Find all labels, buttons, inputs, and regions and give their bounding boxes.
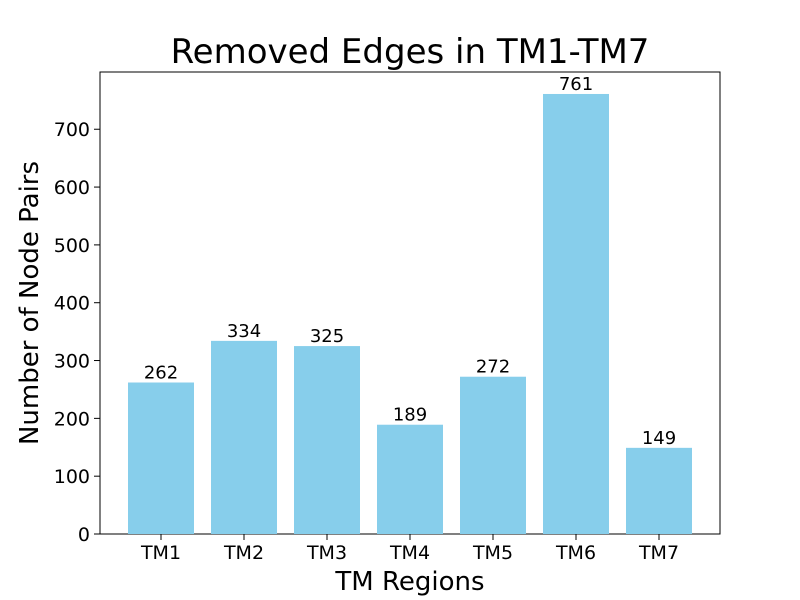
- x-tick-label-tm3: TM3: [306, 542, 347, 564]
- y-tick-label-0: 0: [78, 524, 90, 546]
- x-tick-label-tm2: TM2: [223, 542, 264, 564]
- bar-tm1: [128, 382, 194, 534]
- y-tick-label-200: 200: [54, 408, 90, 430]
- data-label-tm6: 761: [559, 74, 593, 95]
- x-axis-label: TM Regions: [334, 567, 484, 597]
- y-tick-label-100: 100: [54, 466, 90, 488]
- y-tick-label-700: 700: [54, 119, 90, 141]
- bar-tm3: [294, 346, 360, 534]
- data-label-tm5: 272: [476, 357, 510, 378]
- y-tick-label-300: 300: [54, 351, 90, 373]
- x-tick-label-tm1: TM1: [140, 542, 181, 564]
- y-tick-label-600: 600: [54, 177, 90, 199]
- data-label-tm1: 262: [144, 363, 178, 384]
- y-axis-label: Number of Node Pairs: [15, 161, 45, 445]
- data-label-tm3: 325: [310, 326, 344, 347]
- x-tick-label-tm4: TM4: [389, 542, 430, 564]
- bars-layer: [128, 93, 692, 534]
- bar-tm5: [460, 376, 526, 534]
- data-label-tm7: 149: [642, 428, 676, 449]
- x-tick-label-tm6: TM6: [555, 542, 596, 564]
- x-tick-label-tm7: TM7: [638, 542, 679, 564]
- bar-tm2: [211, 340, 277, 534]
- x-axis-ticks: TM1 TM2 TM3 TM4 TM5 TM6 TM7: [140, 534, 679, 564]
- plot-area: 262 334 325 189 272 761 149 TM1 TM2 TM3 TM4 TM5 TM6…: [54, 71, 721, 564]
- bar-tm6: [543, 93, 609, 534]
- chart-title: Removed Edges in TM1-TM7: [171, 32, 650, 72]
- data-labels-layer: 262 334 325 189 272 761 149: [144, 74, 676, 449]
- x-tick-label-tm5: TM5: [472, 542, 513, 564]
- data-label-tm2: 334: [227, 321, 261, 342]
- y-axis-ticks: 0 100 200 300 400 500 600 700: [54, 119, 100, 546]
- bar-tm4: [377, 424, 443, 534]
- y-tick-label-400: 400: [54, 293, 90, 315]
- bar-tm7: [626, 447, 692, 534]
- y-tick-label-500: 500: [54, 235, 90, 257]
- data-label-tm4: 189: [393, 405, 427, 426]
